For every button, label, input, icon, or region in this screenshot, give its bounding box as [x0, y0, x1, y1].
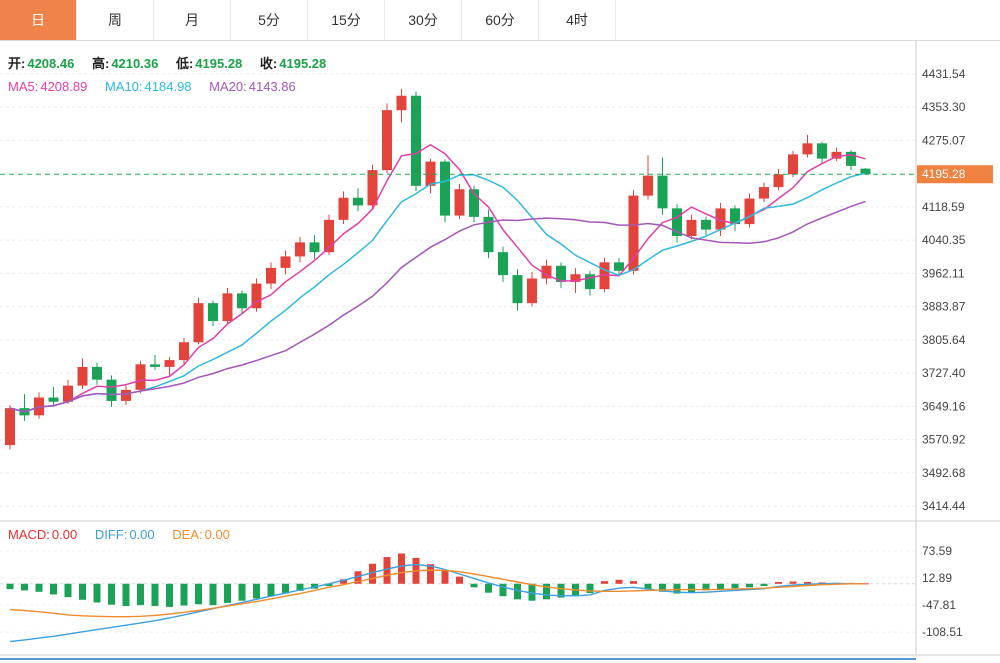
macd-axis-label: -108.51 [922, 625, 963, 639]
macd-gridlines: 73.59 12.89 -47.81 -108.51 [0, 544, 963, 639]
price-axis-label: 4353.30 [922, 100, 966, 114]
ma10-line [9, 172, 866, 413]
macd-value: 0.00 [51, 527, 78, 542]
price-axis-label: 3414.44 [922, 499, 966, 513]
macd-axis-label: -47.81 [922, 598, 956, 612]
timeframe-toolbar: 日周月 5分 15分 30分 60分 4时 [0, 0, 1000, 41]
diff-label: DIFF: [94, 527, 128, 542]
price-axis-label: 3805.64 [922, 333, 966, 347]
price-axis-label: 3492.68 [922, 466, 966, 480]
ma5-line [9, 143, 866, 413]
open-value: 4208.46 [27, 56, 75, 71]
high-value: 4210.36 [111, 56, 159, 71]
current-price-tag-text: 4195.28 [922, 167, 966, 181]
diff-value: 0.00 [129, 527, 155, 542]
price-axis-label: 4040.35 [922, 233, 966, 247]
timeframe-tab-15分[interactable]: 15分 [308, 0, 385, 40]
diff-line [9, 563, 866, 643]
ma-readout: MA5: 4208.89 MA10: 4184.98 MA20: 4143.86 [8, 79, 310, 94]
macd-label: MACD: [8, 527, 50, 542]
dea-value: 0.00 [204, 527, 230, 542]
price-gridlines: 4431.54 4353.30 4275.07 4118.59 4040.35 3962.… [0, 67, 966, 513]
timeframe-tab-日[interactable]: 日 [0, 0, 77, 40]
current-price-tag [917, 165, 993, 184]
macd-axis-label: 73.59 [922, 544, 952, 558]
timeframe-tab-5分[interactable]: 5分 [231, 0, 308, 40]
low-value: 4195.28 [195, 56, 243, 71]
macd-readout: MACD: 0.00 DIFF: 0.00 DEA: 0.00 [8, 527, 244, 542]
price-axis-label: 3962.11 [922, 266, 965, 280]
ma10-value: 4184.98 [144, 79, 192, 94]
price-axis-label: 3883.87 [922, 300, 966, 314]
close-value: 4195.28 [279, 56, 327, 71]
chart-canvas[interactable]: 4431.54 4353.30 4275.07 4118.59 4040.35 3962.… [0, 41, 1000, 663]
price-axis-label: 3727.40 [922, 366, 966, 380]
ma20-line [9, 200, 866, 413]
high-label: 高: [91, 56, 110, 71]
ma5-label: MA5: [8, 79, 39, 94]
timeframe-tab-周[interactable]: 周 [77, 0, 154, 40]
open-label: 开: [8, 56, 26, 71]
dea-line [9, 569, 866, 618]
timeframe-tab-4时[interactable]: 4时 [539, 0, 616, 40]
dea-label: DEA: [172, 527, 203, 542]
price-axis-label: 4118.59 [922, 200, 965, 214]
ohlc-readout: 开: 4208.46 高: 4210.36 低: 4195.28 收: 4195.28 [8, 53, 340, 72]
chart-area: 4431.54 4353.30 4275.07 4118.59 4040.35 3962.… [0, 41, 1000, 663]
price-axis-label: 3649.16 [922, 399, 966, 413]
candlestick-series [5, 88, 871, 450]
price-axis-label: 4431.54 [922, 67, 966, 81]
price-axis-label: 4275.07 [922, 133, 966, 147]
macd-histogram [6, 553, 869, 607]
low-label: 低: [175, 56, 194, 71]
ma10-label: MA10: [104, 79, 143, 94]
timeframe-tab-月[interactable]: 月 [154, 0, 231, 40]
macd-axis-label: 12.89 [922, 571, 952, 585]
ma5-value: 4208.89 [40, 79, 88, 94]
ma20-value: 4143.86 [248, 79, 296, 94]
close-label: 收: [259, 56, 278, 71]
ma20-label: MA20: [209, 79, 247, 94]
timeframe-tab-60分[interactable]: 60分 [462, 0, 539, 40]
timeframe-tab-30分[interactable]: 30分 [385, 0, 462, 40]
price-axis-label: 3570.92 [922, 433, 966, 447]
